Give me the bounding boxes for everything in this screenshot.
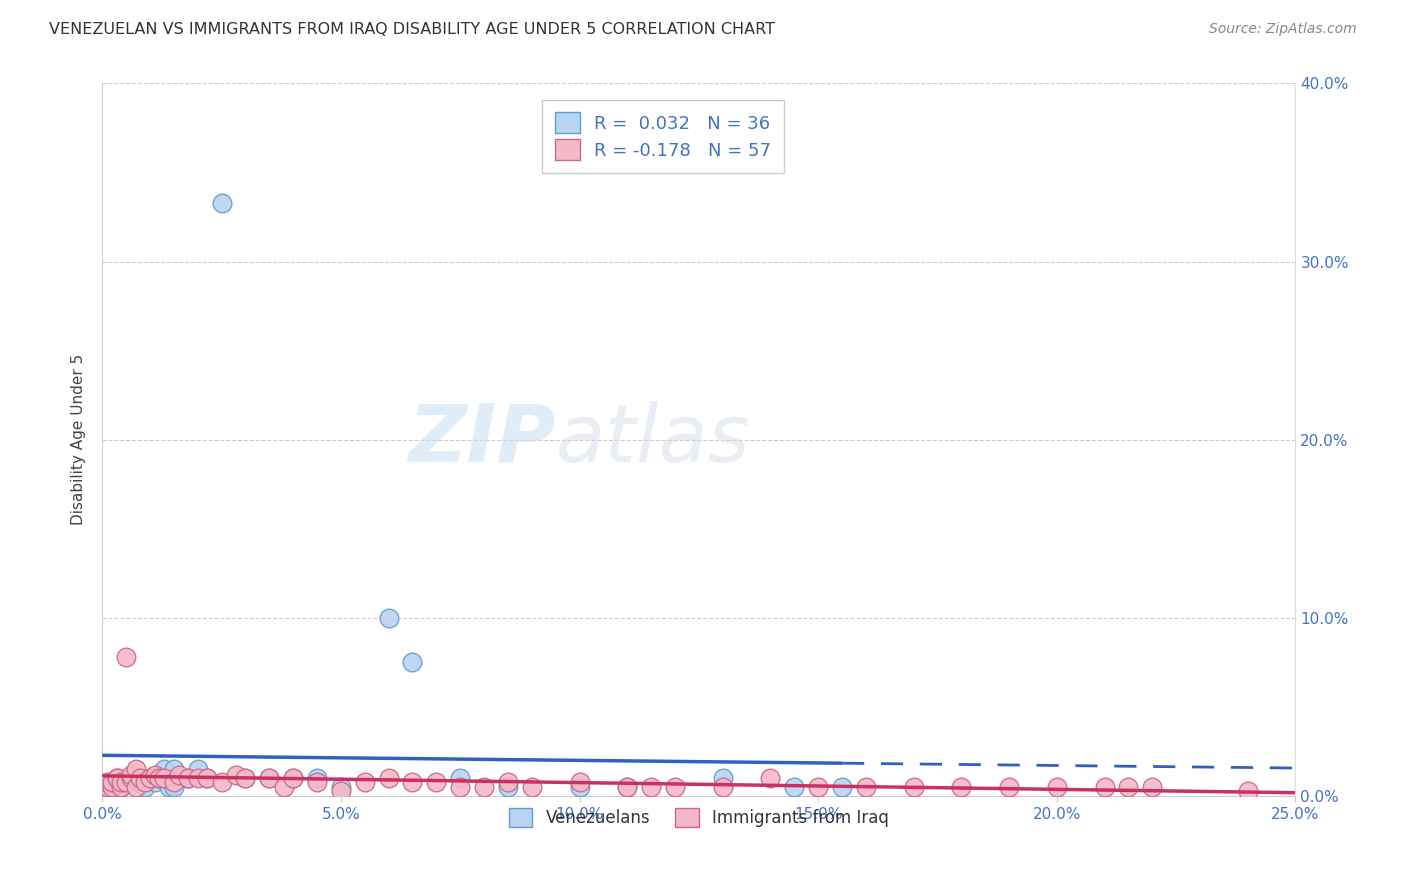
Point xyxy=(998,780,1021,794)
Text: atlas: atlas xyxy=(555,401,751,479)
Point xyxy=(96,780,118,794)
Point xyxy=(110,780,132,794)
Point xyxy=(568,780,591,794)
Point xyxy=(115,774,138,789)
Point xyxy=(129,772,152,786)
Point xyxy=(163,763,186,777)
Point xyxy=(1118,780,1140,794)
Point xyxy=(496,780,519,794)
Point xyxy=(105,772,128,786)
Point xyxy=(472,780,495,794)
Point xyxy=(1046,780,1069,794)
Legend: Venezuelans, Immigrants from Iraq: Venezuelans, Immigrants from Iraq xyxy=(502,802,896,834)
Point xyxy=(139,772,162,786)
Point xyxy=(157,780,180,794)
Text: ZIP: ZIP xyxy=(408,401,555,479)
Point xyxy=(129,772,152,786)
Point xyxy=(120,768,142,782)
Point xyxy=(1094,780,1116,794)
Point xyxy=(235,772,257,786)
Point xyxy=(195,772,218,786)
Text: VENEZUELAN VS IMMIGRANTS FROM IRAQ DISABILITY AGE UNDER 5 CORRELATION CHART: VENEZUELAN VS IMMIGRANTS FROM IRAQ DISAB… xyxy=(49,22,775,37)
Text: Source: ZipAtlas.com: Source: ZipAtlas.com xyxy=(1209,22,1357,37)
Point xyxy=(148,772,170,786)
Point xyxy=(100,774,122,789)
Point xyxy=(187,763,209,777)
Point xyxy=(664,780,686,794)
Point xyxy=(163,780,186,794)
Point xyxy=(120,772,142,786)
Point xyxy=(211,774,233,789)
Point xyxy=(143,774,166,789)
Point xyxy=(281,772,304,786)
Point xyxy=(640,780,662,794)
Point xyxy=(1236,783,1258,797)
Point xyxy=(143,768,166,782)
Point xyxy=(1142,780,1164,794)
Point xyxy=(377,772,399,786)
Point xyxy=(259,772,281,786)
Point xyxy=(329,780,352,794)
Point xyxy=(211,195,233,210)
Point xyxy=(134,780,156,794)
Point xyxy=(353,774,375,789)
Point xyxy=(711,772,734,786)
Point xyxy=(124,763,146,777)
Point xyxy=(172,772,194,786)
Point xyxy=(329,783,352,797)
Point xyxy=(520,780,543,794)
Point xyxy=(616,780,638,794)
Point xyxy=(177,772,200,786)
Y-axis label: Disability Age Under 5: Disability Age Under 5 xyxy=(72,354,86,525)
Point xyxy=(115,650,138,665)
Point xyxy=(153,763,176,777)
Point xyxy=(120,772,142,786)
Point xyxy=(783,780,806,794)
Point xyxy=(167,772,190,786)
Point xyxy=(163,774,186,789)
Point xyxy=(100,780,122,794)
Point xyxy=(153,772,176,786)
Point xyxy=(449,780,471,794)
Point xyxy=(281,772,304,786)
Point xyxy=(110,780,132,794)
Point xyxy=(235,772,257,786)
Point xyxy=(105,772,128,786)
Point xyxy=(273,780,295,794)
Point xyxy=(167,768,190,782)
Point xyxy=(903,780,925,794)
Point xyxy=(148,772,170,786)
Point xyxy=(134,774,156,789)
Point xyxy=(401,774,423,789)
Point xyxy=(187,772,209,786)
Point xyxy=(100,774,122,789)
Point xyxy=(110,774,132,789)
Point xyxy=(105,780,128,794)
Point xyxy=(96,774,118,789)
Point xyxy=(139,772,162,786)
Point xyxy=(225,768,247,782)
Point xyxy=(496,774,519,789)
Point xyxy=(96,780,118,794)
Point xyxy=(759,772,782,786)
Point xyxy=(115,774,138,789)
Point xyxy=(401,656,423,670)
Point xyxy=(950,780,973,794)
Point xyxy=(195,772,218,786)
Point xyxy=(124,774,146,789)
Point xyxy=(124,780,146,794)
Point xyxy=(855,780,877,794)
Point xyxy=(377,611,399,625)
Point xyxy=(177,772,200,786)
Point xyxy=(831,780,853,794)
Point xyxy=(449,772,471,786)
Point xyxy=(259,772,281,786)
Point xyxy=(305,774,328,789)
Point xyxy=(568,774,591,789)
Point xyxy=(711,780,734,794)
Point xyxy=(807,780,830,794)
Point xyxy=(616,780,638,794)
Point xyxy=(425,774,447,789)
Point xyxy=(305,772,328,786)
